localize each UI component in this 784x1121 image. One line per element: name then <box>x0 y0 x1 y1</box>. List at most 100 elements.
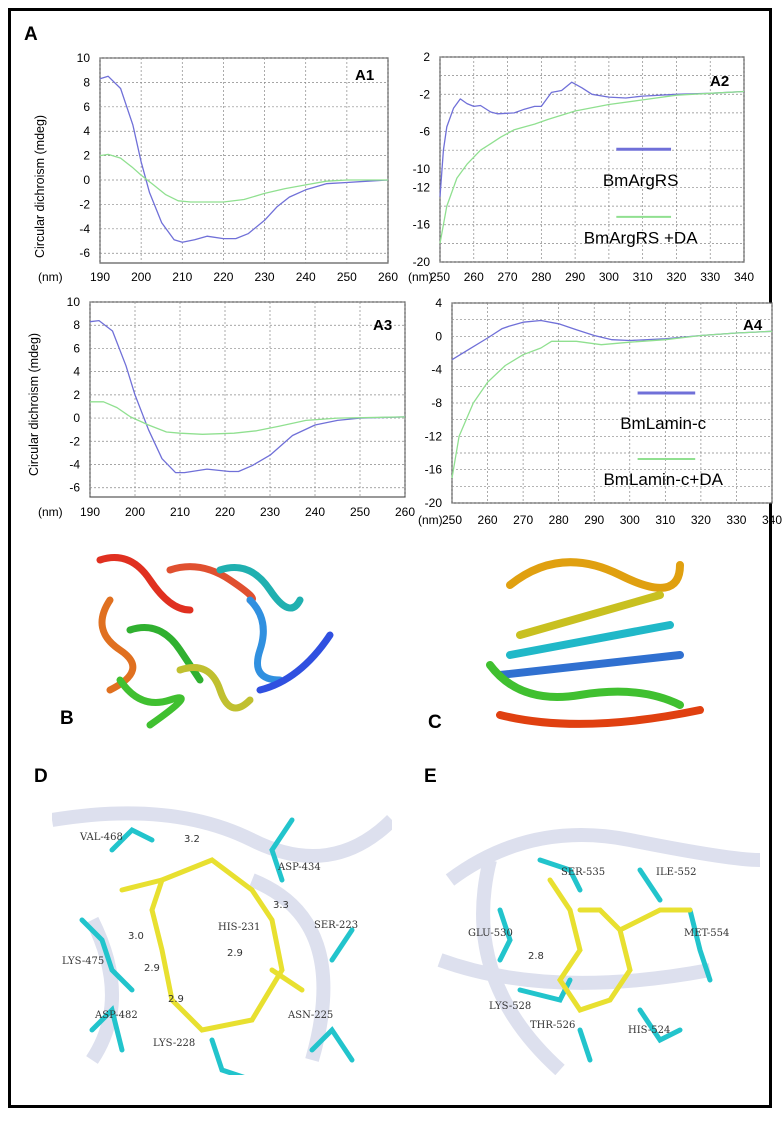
y-tick-label: 4 <box>435 296 442 310</box>
y-tick-label: -4 <box>79 222 90 236</box>
panel-label-c: C <box>428 712 442 733</box>
y-tick-label: -8 <box>431 396 442 410</box>
residue-label: ASP-482 <box>95 1010 138 1021</box>
x-unit-label: (nm) <box>38 505 63 519</box>
y-tick-label: -20 <box>413 255 431 269</box>
distance-label: 2.8 <box>528 951 544 962</box>
x-tick-label: 260 <box>478 513 498 527</box>
series-line-green <box>451 330 773 479</box>
y-tick-label: 2 <box>83 149 90 163</box>
y-tick-label: -2 <box>69 434 80 448</box>
residue-label: SER-223 <box>314 920 359 931</box>
y-tick-label: -4 <box>431 363 442 377</box>
x-tick-label: 330 <box>700 270 720 284</box>
x-tick-label: 320 <box>691 513 711 527</box>
residue-label: SER-535 <box>561 867 606 878</box>
x-tick-label: 200 <box>125 505 145 519</box>
x-tick-label: 300 <box>599 270 619 284</box>
residue-label: GLU-530 <box>468 928 513 939</box>
y-tick-label: -2 <box>79 197 90 211</box>
x-unit-label: (nm) <box>408 270 433 284</box>
plot-area <box>99 57 389 264</box>
plot-area <box>439 56 745 263</box>
residue-label: LYS-528 <box>489 1001 532 1012</box>
y-tick-label: 4 <box>83 124 90 138</box>
y-tick-label: -16 <box>413 218 431 232</box>
y-tick-label: 6 <box>73 341 80 355</box>
legend-label: BmLamin-c+DA <box>603 470 723 489</box>
x-tick-label: 290 <box>584 513 604 527</box>
x-tick-label: 240 <box>296 270 316 284</box>
x-tick-label: 260 <box>464 270 484 284</box>
x-unit-label: (nm) <box>38 270 63 284</box>
y-tick-label: 2 <box>73 388 80 402</box>
x-tick-label: 250 <box>430 270 450 284</box>
distance-label: 3.2 <box>184 834 200 845</box>
y-tick-label: 0 <box>83 173 90 187</box>
series-line-blue <box>89 319 406 474</box>
residue-label: ILE-552 <box>656 867 697 878</box>
y-tick-label: 2 <box>423 50 430 64</box>
x-tick-label: 230 <box>255 270 275 284</box>
bmlamin-c-structure-image <box>486 558 704 728</box>
y-tick-label: 6 <box>83 100 90 114</box>
x-tick-label: 280 <box>549 513 569 527</box>
y-tick-label: -6 <box>69 481 80 495</box>
x-tick-label: 270 <box>513 513 533 527</box>
y-tick-label: -12 <box>413 180 431 194</box>
y-tick-label: -6 <box>79 246 90 260</box>
x-tick-label: 310 <box>633 270 653 284</box>
x-tick-label: 340 <box>762 513 782 527</box>
residue-label: VAL-468 <box>80 832 123 843</box>
x-tick-label: 240 <box>305 505 325 519</box>
legend-label: BmArgRS +DA <box>584 228 698 247</box>
distance-label: 2.9 <box>168 994 184 1005</box>
x-unit-label: (nm) <box>418 513 443 527</box>
y-tick-label: -6 <box>419 125 430 139</box>
series-line-green <box>99 153 388 203</box>
y-tick-label: -4 <box>69 458 80 472</box>
y-tick-label: 10 <box>77 51 91 65</box>
panel-label-a: A <box>24 24 38 45</box>
x-tick-label: 260 <box>378 270 398 284</box>
panel-label-d: D <box>34 766 48 787</box>
x-tick-label: 270 <box>498 270 518 284</box>
x-tick-label: 290 <box>565 270 585 284</box>
x-tick-label: 300 <box>620 513 640 527</box>
residue-label: HIS-524 <box>628 1025 671 1036</box>
chart-title: A4 <box>743 317 763 334</box>
series-line-green <box>439 90 745 244</box>
x-tick-label: 210 <box>172 270 192 284</box>
residue-label: LYS-228 <box>153 1038 196 1049</box>
chart-title: A3 <box>373 317 392 334</box>
x-tick-label: 220 <box>215 505 235 519</box>
y-tick-label: -2 <box>419 87 430 101</box>
y-tick-label: 4 <box>73 365 80 379</box>
x-tick-label: 190 <box>90 270 110 284</box>
x-tick-label: 280 <box>531 270 551 284</box>
series-line-blue <box>99 75 389 243</box>
series-line-blue <box>439 81 745 197</box>
y-axis-label: Circular dichroism (mdeg) <box>33 115 47 258</box>
x-tick-label: 250 <box>337 270 357 284</box>
chart-title: A1 <box>355 67 374 84</box>
panel-label-b: B <box>60 708 74 729</box>
y-tick-label: 8 <box>83 75 90 89</box>
y-tick-label: 8 <box>73 318 80 332</box>
x-tick-label: 190 <box>80 505 100 519</box>
x-tick-label: 260 <box>395 505 415 519</box>
x-tick-label: 230 <box>260 505 280 519</box>
chart-a4: 4 0 -4 -8 -12 -16 -20 250 260 270 280 290 300 310 320 3… <box>418 296 782 527</box>
y-axis-label: Circular dichroism (mdeg) <box>27 333 41 476</box>
panel-label-e: E <box>424 766 437 787</box>
x-tick-label: 320 <box>666 270 686 284</box>
residue-label: ASN-225 <box>288 1010 334 1021</box>
bmargrs-structure-image <box>96 554 334 729</box>
x-tick-label: 200 <box>131 270 151 284</box>
panel-e-docking-image <box>437 828 761 1075</box>
residue-label: MET-554 <box>684 928 730 939</box>
